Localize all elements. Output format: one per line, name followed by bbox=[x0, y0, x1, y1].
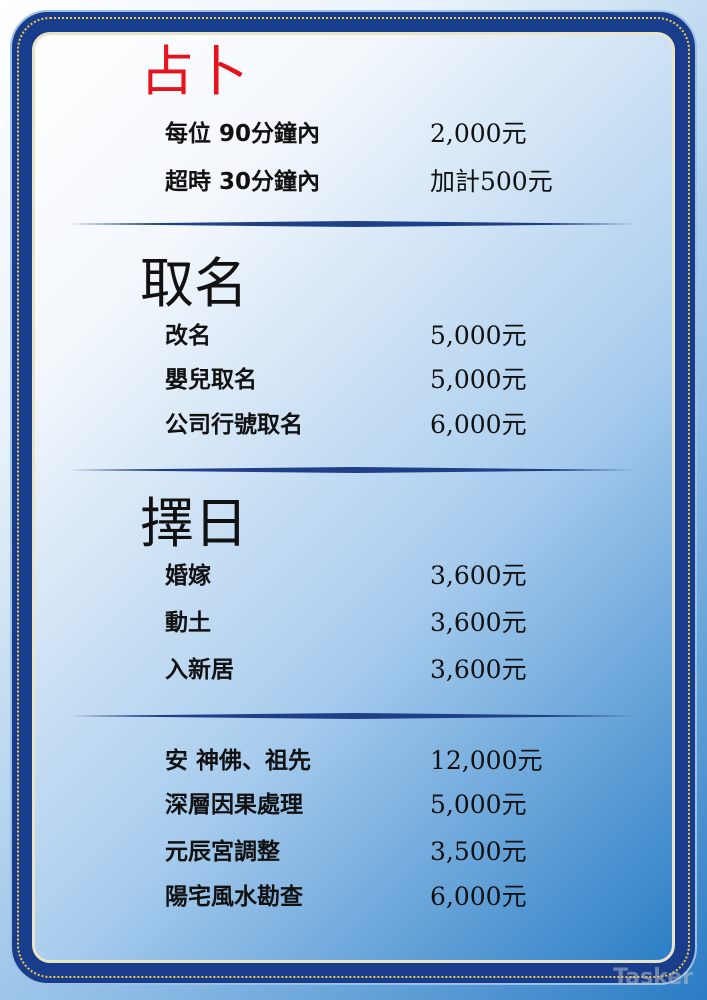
item-label: 入新居 bbox=[165, 657, 234, 683]
price-row: 改名 5,000元 bbox=[165, 320, 615, 352]
divider bbox=[68, 713, 640, 719]
item-price: 12,000元 bbox=[430, 746, 543, 775]
item-price: 5,000元 bbox=[430, 790, 527, 819]
price-row: 每位 90分鐘內 2,000元 bbox=[165, 118, 615, 150]
item-price: 3,600元 bbox=[430, 608, 527, 637]
item-label: 安 神佛、祖先 bbox=[165, 748, 312, 774]
watermark: Tasker bbox=[613, 965, 693, 990]
item-label: 改名 bbox=[165, 323, 211, 349]
section-title-naming: 取名 bbox=[140, 252, 248, 315]
divider bbox=[68, 221, 640, 227]
item-price: 3,600元 bbox=[430, 561, 527, 590]
price-row: 公司行號取名 6,000元 bbox=[165, 409, 615, 441]
price-panel bbox=[32, 32, 675, 963]
price-row: 嬰兒取名 5,000元 bbox=[165, 364, 615, 396]
price-row: 安 神佛、祖先 12,000元 bbox=[165, 745, 615, 777]
item-label: 每位 90分鐘內 bbox=[165, 121, 321, 147]
item-price: 6,000元 bbox=[430, 410, 527, 439]
price-row: 超時 30分鐘內 加計500元 bbox=[165, 166, 615, 198]
item-label: 婚嫁 bbox=[165, 563, 211, 589]
item-label: 元辰宮調整 bbox=[165, 839, 280, 865]
item-price: 2,000元 bbox=[430, 119, 527, 148]
item-price: 3,500元 bbox=[430, 837, 527, 866]
gold-scroll-ornament bbox=[17, 17, 690, 978]
price-row: 入新居 3,600元 bbox=[165, 654, 615, 686]
item-label: 動土 bbox=[165, 610, 211, 636]
item-price: 加計500元 bbox=[430, 167, 553, 196]
item-label: 深層因果處理 bbox=[165, 792, 303, 818]
item-label: 公司行號取名 bbox=[165, 412, 303, 438]
price-row: 深層因果處理 5,000元 bbox=[165, 789, 615, 821]
divider bbox=[68, 467, 640, 473]
price-row: 動土 3,600元 bbox=[165, 607, 615, 639]
price-row: 元辰宮調整 3,500元 bbox=[165, 836, 615, 868]
section-title-divination: 占卜 bbox=[140, 40, 248, 103]
item-price: 6,000元 bbox=[430, 882, 527, 911]
item-label: 陽宅風水勘查 bbox=[165, 884, 303, 910]
item-price: 5,000元 bbox=[430, 321, 527, 350]
item-price: 5,000元 bbox=[430, 365, 527, 394]
section-title-date-selection: 擇日 bbox=[140, 492, 248, 555]
price-row: 婚嫁 3,600元 bbox=[165, 560, 615, 592]
item-label: 嬰兒取名 bbox=[165, 367, 257, 393]
item-label: 超時 30分鐘內 bbox=[165, 169, 321, 195]
item-price: 3,600元 bbox=[430, 655, 527, 684]
price-row: 陽宅風水勘查 6,000元 bbox=[165, 881, 615, 913]
